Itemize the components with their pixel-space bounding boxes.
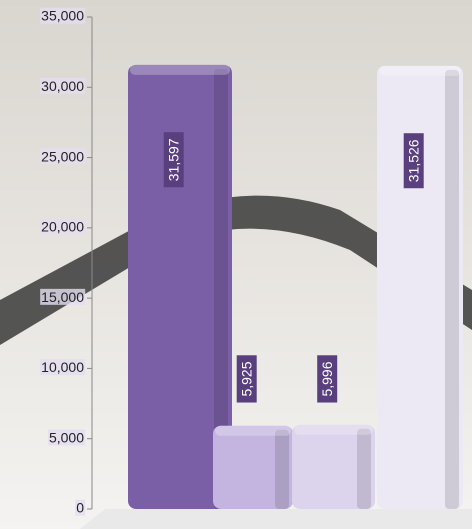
value-label-bg [317,355,338,403]
floor [80,509,472,529]
tick-label-bg [40,148,86,165]
decoration [0,195,472,345]
bar-top [130,64,230,75]
tick-label-bg [40,288,86,305]
bar-top [215,425,291,436]
y-tick-label: 35,000 [41,8,84,24]
value-label-bg [163,132,184,188]
value-label-bg [403,133,424,189]
bar-side [214,68,228,509]
tick-label-bg [40,7,86,24]
y-tick-label: 25,000 [41,148,84,164]
value-label: 5,925 [239,361,255,396]
y-tick-label: 5,000 [49,429,84,445]
bar-top [294,424,373,435]
bar [213,425,293,509]
bar [377,65,463,510]
tick-label-bg [47,429,86,446]
bar-side [445,69,459,510]
y-tick-label: 0 [76,500,84,516]
bar [128,64,232,509]
value-label: 31,597 [166,138,182,181]
value-label: 5,996 [319,361,335,396]
tick-label-bg [40,218,86,235]
tick-label-bg [40,359,86,376]
bar-side [357,428,371,509]
y-tick-label: 30,000 [41,78,84,94]
tick-label-bg [40,77,86,94]
y-tick-label: 10,000 [41,359,84,375]
bar [292,424,375,509]
tick-label-bg [75,499,86,516]
bar-side [275,429,289,509]
value-label: 31,526 [406,139,422,182]
bar-top [379,65,461,76]
y-tick-label: 15,000 [41,289,84,305]
y-tick-label: 20,000 [41,219,84,235]
value-label-bg [236,355,257,403]
